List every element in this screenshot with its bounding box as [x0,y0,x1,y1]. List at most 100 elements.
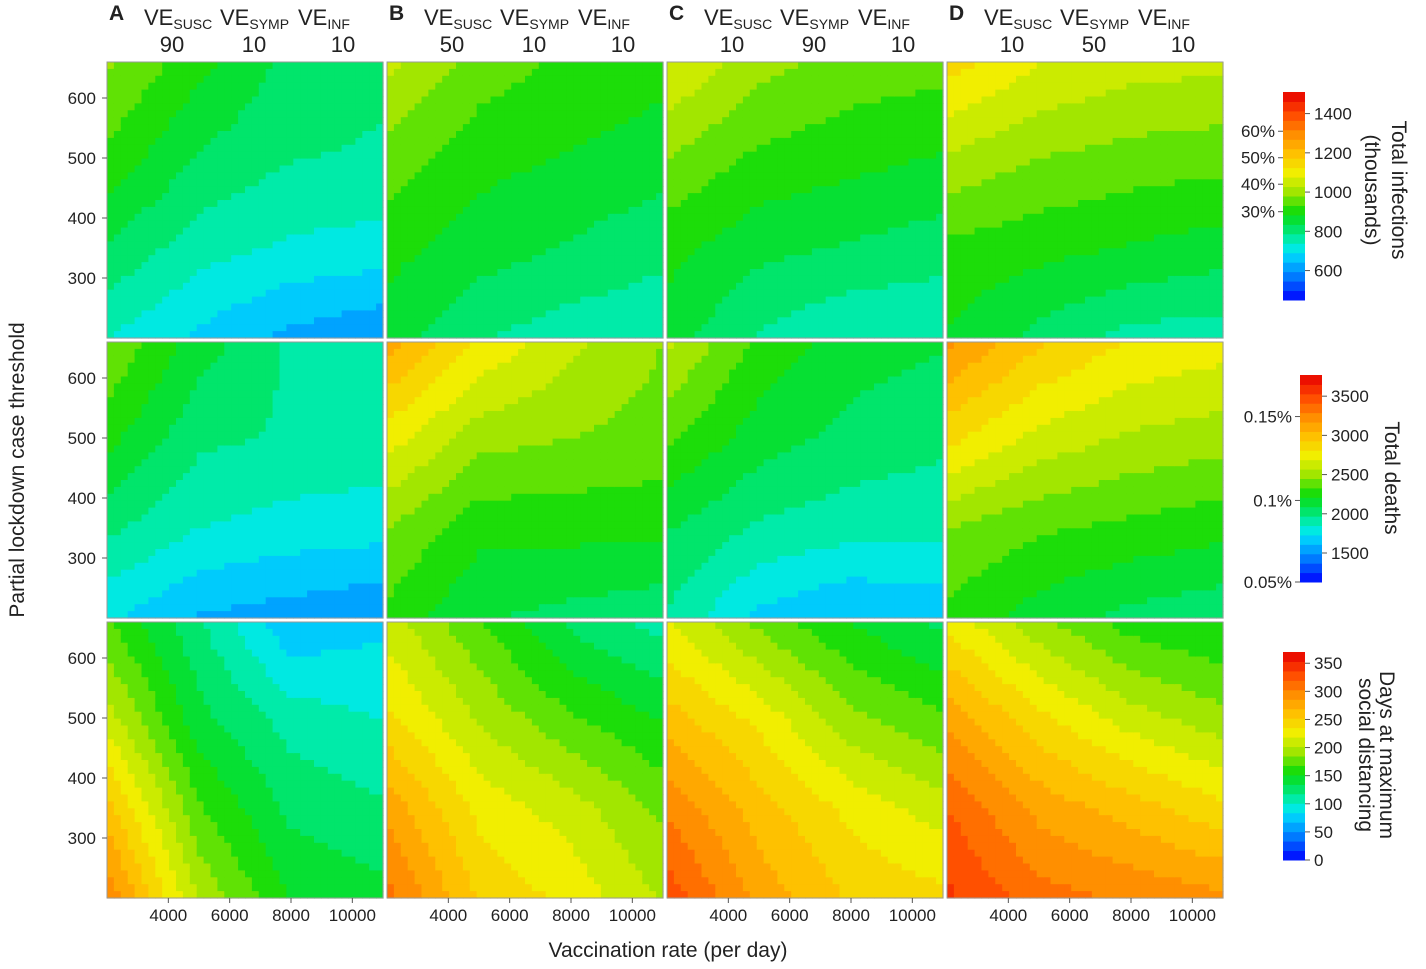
heatmap-cell [839,131,847,139]
heatmap-cell [600,317,609,325]
heatmap-cell [953,303,962,311]
heatmap-cell [407,317,416,325]
heatmap-cell [729,165,737,173]
heatmap-cell [805,262,813,270]
heatmap-cell [580,165,588,173]
heatmap-cell [694,96,703,104]
heatmap-cell [573,151,581,160]
heatmap-cell [113,213,122,222]
heatmap-cell [722,241,730,249]
heatmap-cell [649,206,657,215]
heatmap-cell [825,248,834,256]
heatmap-cell [155,68,163,77]
heatmap-cell [708,269,716,277]
heatmap-cell [559,124,567,132]
heatmap-cell [169,158,177,167]
heatmap-cell [777,103,785,111]
heatmap-cell [694,131,703,139]
heatmap-cell [798,331,806,339]
heatmap-cell [511,68,519,77]
heatmap-cell [607,110,616,118]
heatmap-cell [525,248,533,256]
heatmap-cell [272,227,281,236]
heatmap-cell [286,248,294,256]
heatmap-cell [407,124,416,132]
heatmap-cell [169,151,177,160]
heatmap-cell [449,324,457,332]
heatmap-cell [694,179,703,187]
heatmap-cell [293,103,301,111]
heatmap-cell [348,96,356,104]
heatmap-cell [462,151,471,160]
heatmap-cell [573,110,581,118]
heatmap-cell [525,82,533,91]
heatmap-cell [107,124,115,132]
heatmap-cell [818,89,827,98]
heatmap-cell [272,68,281,77]
heatmap-cell [628,331,636,339]
heatmap-cell [777,124,785,132]
heatmap-cell [293,296,301,305]
heatmap-cell [355,172,363,180]
heatmap-cell [594,158,602,167]
heatmap-cell [113,317,122,325]
heatmap-cell [573,303,581,311]
heatmap-cell [559,324,567,332]
heatmap-cell [421,282,429,291]
heatmap-cell [805,289,813,298]
heatmap-cell [435,103,443,111]
heatmap-cell [763,68,772,77]
heatmap-cell [853,172,861,180]
heatmap-cell [387,262,395,270]
heatmap-cell [915,269,923,277]
heatmap-cell [456,82,464,91]
heatmap-cell [286,206,294,215]
heatmap-cell [518,193,526,201]
heatmap-cell [901,193,910,201]
heatmap-cell [621,131,630,139]
heatmap-cell [355,137,363,146]
heatmap-cell [314,158,322,167]
heatmap-cell [148,303,156,311]
heatmap-cell [428,255,436,263]
heatmap-cell [770,255,778,263]
heatmap-cell [791,234,799,242]
heatmap-cell [245,248,253,256]
heatmap-cell [607,248,616,256]
heatmap-cell [825,331,834,339]
heatmap-cell [784,144,792,153]
heatmap-cell [348,303,356,311]
heatmap-cell [784,234,792,242]
heatmap-cell [428,89,436,98]
heatmap-cell [341,269,350,277]
heatmap-cell [839,193,847,201]
heatmap-cell [362,289,370,298]
heatmap-cell [293,110,301,118]
heatmap-cell [867,331,875,339]
heatmap-cell [853,144,861,153]
heatmap-cell [134,151,143,160]
heatmap-cell [642,172,650,180]
heatmap-cell [825,234,834,242]
heatmap-cell [314,172,322,180]
heatmap-cell [387,213,395,222]
heatmap-cell [314,289,322,298]
heatmap-cell [846,206,854,215]
heatmap-cell [127,255,136,263]
heatmap-cell [414,255,423,263]
heatmap-cell [362,117,370,125]
heatmap-cell [947,110,955,118]
heatmap-cell [573,75,581,84]
heatmap-cell [224,324,232,332]
heatmap-cell [715,331,723,339]
heatmap-cell [428,165,436,173]
heatmap-cell [846,248,854,256]
heatmap-cell [784,296,792,305]
heatmap-cell [210,324,218,332]
heatmap-cell [407,296,416,305]
heatmap-cell [387,234,395,242]
heatmap-cell [251,89,260,98]
heatmap-cell [504,282,512,291]
heatmap-cell [708,200,716,208]
heatmap-cell [504,117,512,125]
